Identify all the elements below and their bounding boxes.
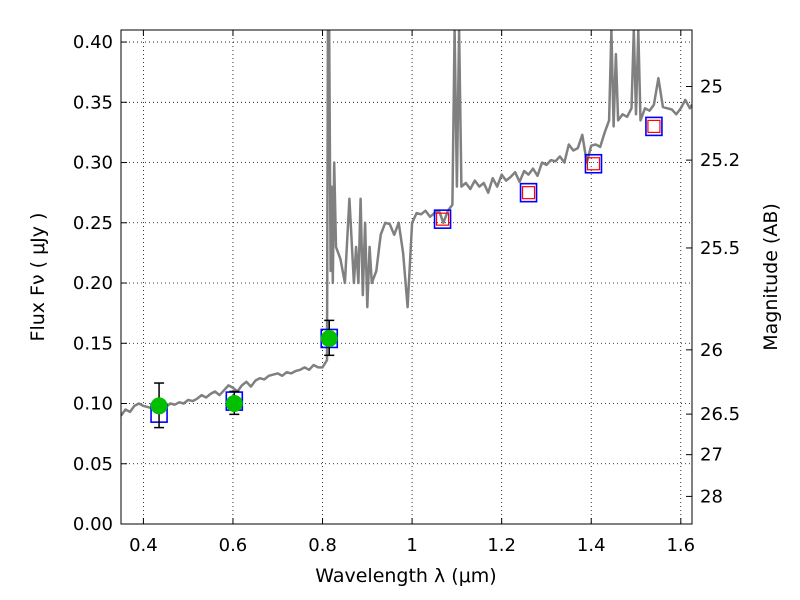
plot-frame (120, 29, 693, 525)
y-tick-label: 0.00 (73, 514, 113, 535)
model-flux-box (645, 116, 663, 137)
y-tick-label: 0.05 (73, 454, 113, 475)
x-axis-title: Wavelength λ (μm) (315, 565, 496, 587)
observed-flux-box (521, 186, 536, 200)
detection-point (150, 397, 168, 415)
model-flux-box (519, 182, 538, 203)
y-tick-label: 0.20 (73, 273, 113, 294)
x-tick-label: 0.4 (129, 535, 158, 556)
y2-tick-label: 25.5 (700, 238, 740, 259)
y-tick-label: 0.30 (73, 153, 113, 174)
y2-tick-label: 25 (700, 77, 723, 98)
observed-flux-box (586, 157, 601, 171)
y-tick-label: 0.25 (73, 213, 113, 234)
y2-tick-label: 26 (700, 340, 723, 361)
model-flux-box (584, 153, 603, 174)
y2-axis-title: Magnitude (AB) (760, 203, 782, 351)
x-tick-label: 1 (406, 535, 417, 556)
y-axis-title: Flux Fν ( μJy ) (27, 213, 49, 342)
x-axis-ticks: 0.4 0.6 0.8 1 1.2 1.4 1.6 (129, 30, 695, 556)
y-axis-ticks: 0.00 0.05 0.10 0.15 0.20 0.25 0.30 0.35 0.40 (73, 32, 127, 535)
spectrum-series (121, 30, 692, 417)
x-tick-label: 0.6 (219, 535, 248, 556)
model-flux-box (433, 209, 452, 229)
y2-tick-label: 28 (700, 486, 723, 507)
y2-tick-label: 27 (700, 445, 723, 466)
detection-point (225, 395, 243, 413)
observed-flux-box (647, 119, 661, 133)
y2-tick-label: 25.2 (700, 150, 740, 171)
y2-axis-ticks: 25 25.2 25.5 26 26.5 27 28 (686, 77, 740, 507)
y-tick-label: 0.10 (73, 394, 113, 415)
x-tick-label: 1.4 (577, 535, 606, 556)
photometry-markers (150, 116, 663, 429)
y-tick-label: 0.40 (73, 32, 113, 53)
y-tick-label: 0.35 (73, 92, 113, 113)
detection-point (320, 329, 338, 347)
y2-tick-label: 26.5 (700, 404, 740, 425)
x-tick-label: 1.6 (666, 535, 695, 556)
x-tick-label: 0.8 (308, 535, 337, 556)
observed-flux-box (435, 212, 450, 226)
spectrum-line (121, 30, 692, 417)
y-tick-label: 0.15 (73, 333, 113, 354)
x-tick-label: 1.2 (487, 535, 516, 556)
